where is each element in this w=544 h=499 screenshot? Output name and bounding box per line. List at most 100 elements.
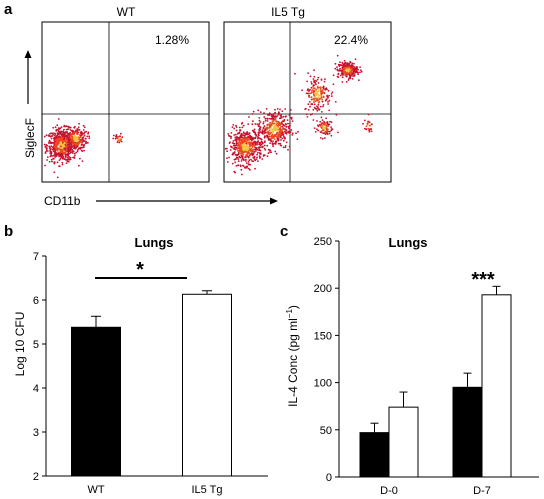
flow-event-dot: [291, 134, 294, 136]
flow-event-dot: [69, 135, 72, 137]
flow-event-dot: [254, 123, 257, 125]
flow-event-dot: [279, 144, 282, 147]
flow-event-dot: [284, 108, 287, 110]
flow-event-dot: [279, 136, 282, 139]
flow-event-dot: [266, 144, 269, 147]
flow-event-dot: [244, 139, 247, 142]
flow-event-dot: [60, 139, 62, 142]
flow-event-dot: [235, 137, 238, 140]
flow-event-dot: [362, 122, 364, 125]
flow-event-dot: [244, 148, 247, 151]
flow-event-dot: [280, 121, 283, 124]
flow-event-dot: [248, 159, 251, 162]
flow-event-dot: [80, 149, 83, 152]
flow-event-dot: [269, 121, 271, 124]
flow-event-dot: [272, 127, 275, 129]
flow-event-dot: [115, 135, 118, 138]
flow-event-dot: [263, 147, 266, 150]
flow-event-dot: [264, 119, 267, 122]
flow-event-dot: [51, 141, 53, 144]
flow-event-dot: [249, 145, 251, 148]
y-tick-label: 250: [314, 236, 332, 248]
flow-event-dot: [328, 123, 331, 126]
flow-event-dot: [237, 147, 239, 150]
flow-dots-il5tg: [224, 54, 373, 176]
y-tick-label: 200: [314, 283, 332, 295]
flow-event-dot: [258, 132, 260, 134]
flow-event-dot: [241, 173, 243, 176]
flow-event-dot: [245, 156, 247, 159]
flow-event-dot: [54, 153, 56, 156]
flow-event-dot: [358, 79, 360, 82]
flow-event-dot: [272, 135, 275, 138]
flow-event-dot: [254, 144, 257, 146]
flow-event-dot: [231, 126, 234, 128]
flow-event-dot: [323, 132, 325, 135]
flow-event-dot: [312, 87, 315, 89]
flow-event-dot: [287, 122, 289, 125]
flow-event-dot: [64, 144, 67, 146]
flow-event-dot: [71, 132, 74, 135]
flow-event-dot: [56, 137, 59, 140]
flow-event-dot: [249, 163, 252, 166]
flow-event-dot: [231, 162, 234, 165]
flow-event-dot: [259, 138, 262, 140]
flow-event-dot: [43, 135, 46, 138]
y-tick-label: 4: [33, 383, 39, 395]
flow-event-dot: [280, 139, 282, 141]
flow-event-dot: [264, 135, 267, 138]
flow-event-dot: [357, 73, 359, 76]
flow-event-dot: [237, 160, 240, 163]
flow-event-dot: [226, 150, 229, 153]
flow-event-dot: [345, 73, 348, 75]
flow-event-dot: [323, 80, 326, 83]
flow-event-dot: [261, 141, 264, 144]
flow-event-dot: [312, 119, 315, 121]
flow-event-dot: [240, 160, 243, 162]
flow-event-dot: [243, 144, 246, 146]
flow-event-dot: [235, 165, 238, 167]
flow-event-dot: [234, 153, 237, 156]
flow-event-dot: [64, 148, 67, 151]
x-axis-label: CD11b: [44, 194, 81, 208]
flow-event-dot: [309, 88, 311, 91]
flow-event-dot: [241, 126, 244, 129]
flow-event-dot: [82, 124, 85, 127]
flow-event-dot: [263, 116, 266, 118]
flow-event-dot: [246, 133, 249, 136]
flow-event-dot: [59, 157, 62, 160]
flow-event-dot: [345, 75, 348, 78]
flow-event-dot: [282, 135, 285, 137]
flow-event-dot: [325, 132, 328, 134]
flow-event-dot: [271, 118, 273, 121]
flow-event-dot: [246, 136, 249, 139]
flow-event-dot: [61, 148, 63, 151]
flow-event-dot: [267, 132, 269, 134]
flow-event-dot: [245, 165, 248, 168]
flow-event-dot: [328, 94, 330, 97]
flow-event-dot: [254, 133, 257, 135]
flow-event-dot: [52, 154, 55, 157]
flow-event-dot: [327, 89, 330, 92]
flow-event-dot: [56, 144, 59, 147]
flow-event-dot: [82, 136, 84, 139]
flow-event-dot: [50, 137, 53, 140]
flow-event-dot: [341, 76, 344, 79]
x-tick-label: WT: [87, 484, 104, 496]
flow-event-dot: [324, 88, 327, 90]
y-tick-label: 50: [320, 425, 332, 437]
flow-event-dot: [317, 90, 320, 93]
x-tick-label: D-7: [473, 485, 491, 497]
flow-event-dot: [322, 89, 324, 91]
flow-event-dot: [251, 123, 254, 126]
flow-event-dot: [242, 158, 245, 161]
flow-event-dot: [319, 97, 322, 100]
flow-event-dot: [326, 124, 328, 126]
flow-event-dot: [367, 127, 370, 130]
flow-event-dot: [60, 126, 63, 128]
flow-event-dot: [337, 131, 339, 134]
flow-event-dot: [226, 147, 228, 150]
flow-event-dot: [70, 143, 73, 146]
flow-event-dot: [274, 116, 276, 119]
flow-event-dot: [71, 152, 74, 154]
